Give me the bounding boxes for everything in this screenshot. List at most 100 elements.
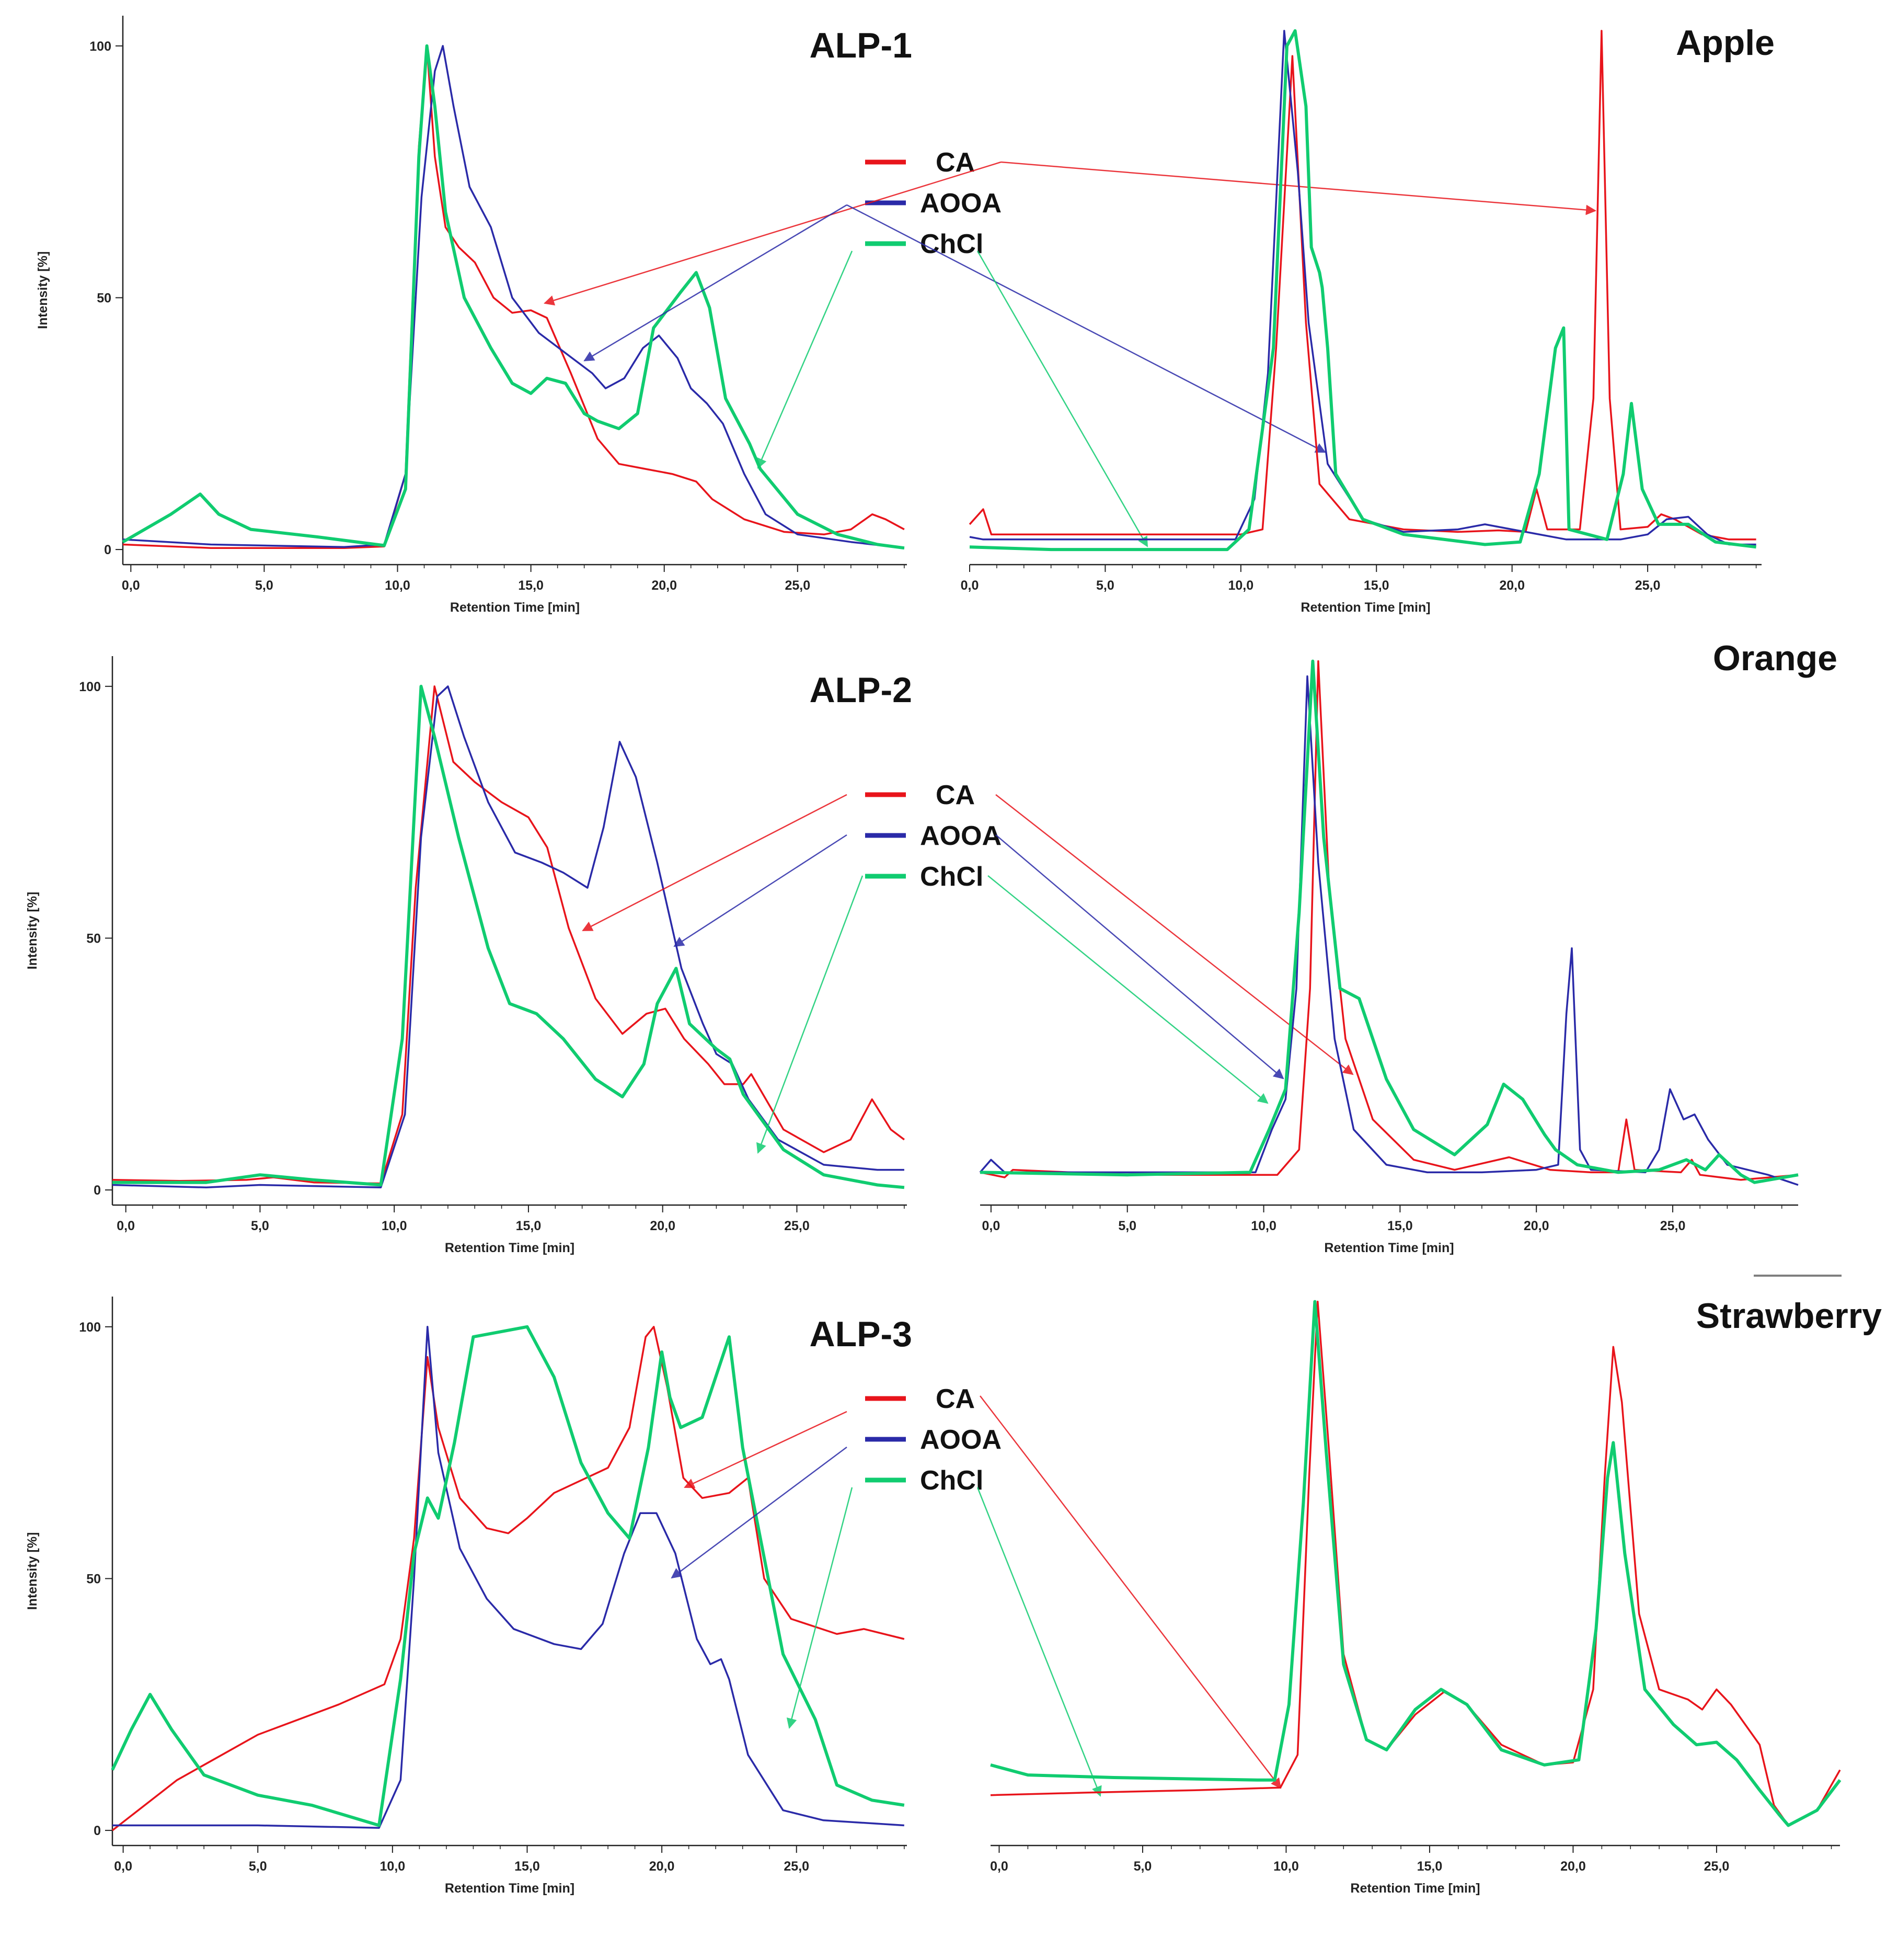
y-axis-title: Intensity [%] xyxy=(25,1532,40,1610)
x-tick-label: 20,0 xyxy=(1499,578,1525,593)
x-tick-label: 20,0 xyxy=(1560,1859,1586,1874)
x-tick-label: 25,0 xyxy=(785,578,810,593)
x-tick-label: 15,0 xyxy=(1387,1219,1413,1233)
x-tick-label: 20,0 xyxy=(1524,1219,1549,1233)
series-chcl-line xyxy=(969,29,1756,552)
x-tick-label: 25,0 xyxy=(1635,578,1661,593)
arrow-chcl xyxy=(987,875,1269,1104)
panel-title: ALP-3 xyxy=(810,1314,912,1354)
series-ca-line xyxy=(990,1300,1841,1827)
arrow-chcl xyxy=(976,250,1148,547)
legend-label-chcl: ChCl xyxy=(920,229,983,259)
x-tick-label: 5,0 xyxy=(249,1859,267,1874)
legend-label-chcl: ChCl xyxy=(920,862,983,892)
series-chcl-line xyxy=(122,44,905,550)
arrow-ca xyxy=(684,1411,847,1488)
series-chcl-line xyxy=(990,1300,1842,1827)
panels: 0,0 5,0 10,0 15,0 20,0 25,0 0 50 100 Retention Ti… xyxy=(25,16,1882,1896)
arrow-ca xyxy=(582,794,847,932)
arrow-chcl xyxy=(756,250,853,469)
x-tick-label: 15,0 xyxy=(514,1859,540,1874)
series-ca-line xyxy=(122,45,905,549)
panel-title: ALP-1 xyxy=(810,26,912,65)
x-tick-label: 0,0 xyxy=(982,1219,1000,1233)
panel-title: ALP-2 xyxy=(810,670,912,710)
x-tick-label: 10,0 xyxy=(1228,578,1253,593)
arrow-ca xyxy=(995,794,1354,1075)
series-aooa-line xyxy=(969,30,1756,546)
x-tick-label: 10,0 xyxy=(1251,1219,1276,1233)
arrow-chcl xyxy=(786,1487,853,1729)
x-tick-label: 20,0 xyxy=(649,1859,675,1874)
x-tick-label: 15,0 xyxy=(1364,578,1389,593)
x-tick-label: 10,0 xyxy=(380,1859,406,1874)
x-tick-label: 20,0 xyxy=(651,578,677,593)
y-tick-label: 50 xyxy=(97,291,111,305)
x-tick-label: 25,0 xyxy=(1660,1219,1686,1233)
x-tick-label: 15,0 xyxy=(518,578,544,593)
arrow-ca xyxy=(544,161,1002,306)
x-tick-label: 5,0 xyxy=(1134,1859,1152,1874)
series-chcl-line xyxy=(980,659,1799,1184)
x-tick-label: 15,0 xyxy=(1417,1859,1443,1874)
panel-title: Orange xyxy=(1713,638,1837,678)
y-tick-label: 50 xyxy=(86,1572,101,1586)
arrow-aooa xyxy=(995,834,1284,1080)
y-tick-label: 50 xyxy=(86,931,101,946)
legend-label-aooa: AOOA xyxy=(920,1425,1002,1455)
legend-label-ca: CA xyxy=(936,1384,975,1414)
x-axis-title: Retention Time [min] xyxy=(1324,1241,1454,1255)
x-tick-label: 0,0 xyxy=(961,578,979,593)
x-axis-title: Retention Time [min] xyxy=(1350,1881,1480,1896)
x-tick-label: 5,0 xyxy=(251,1219,269,1233)
annotation-arrows xyxy=(671,1395,1282,1797)
legend-label-chcl: ChCl xyxy=(920,1465,983,1496)
x-tick-label: 0,0 xyxy=(990,1859,1008,1874)
y-tick-label: 100 xyxy=(79,1320,101,1335)
y-tick-label: 0 xyxy=(94,1824,101,1838)
arrow-chcl xyxy=(976,1487,1102,1797)
arrow-aooa xyxy=(673,834,847,947)
x-axis-title: Retention Time [min] xyxy=(1301,600,1430,615)
legend: CA AOOA ChCl xyxy=(865,780,1002,892)
x-axis-title: Retention Time [min] xyxy=(445,1241,574,1255)
series-aooa-line xyxy=(112,685,904,1189)
y-tick-label: 100 xyxy=(79,680,101,694)
series-aooa-line xyxy=(122,45,905,549)
x-tick-label: 20,0 xyxy=(650,1219,675,1233)
x-tick-label: 10,0 xyxy=(382,1219,407,1233)
y-axis-title: Intensity [%] xyxy=(36,251,50,329)
x-tick-label: 15,0 xyxy=(516,1219,542,1233)
x-tick-label: 5,0 xyxy=(1118,1219,1136,1233)
series-aooa-line xyxy=(112,1326,904,1829)
series-ca-line xyxy=(111,1326,905,1831)
series-chcl-line xyxy=(112,684,905,1189)
x-tick-label: 25,0 xyxy=(784,1219,810,1233)
arrow-chcl xyxy=(756,875,864,1154)
x-axis-title: Retention Time [min] xyxy=(450,600,580,615)
panel-orange: 0,0 5,0 10,0 15,0 20,0 25,0 Retention Time [mi… xyxy=(979,638,1837,1255)
panel-strawberry: 0,0 5,0 10,0 15,0 20,0 25,0 Retention Time [mi… xyxy=(990,1296,1882,1896)
panel-title: Apple xyxy=(1676,23,1775,63)
x-tick-label: 5,0 xyxy=(1096,578,1114,593)
arrow-aooa xyxy=(671,1446,847,1579)
panel-alp-1: 0,0 5,0 10,0 15,0 20,0 25,0 0 50 100 Retention Ti… xyxy=(36,16,1596,615)
series-ca-line xyxy=(969,30,1756,541)
y-axis-title: Intensity [%] xyxy=(25,892,40,970)
arrow-aooa xyxy=(583,204,847,362)
series-aooa-line xyxy=(979,675,1799,1186)
x-tick-label: 10,0 xyxy=(1273,1859,1299,1874)
legend-label-ca: CA xyxy=(936,780,975,810)
x-tick-label: 0,0 xyxy=(114,1859,132,1874)
panel-alp-2: 0,0 5,0 10,0 15,0 20,0 25,0 0 50 100 Retention Ti… xyxy=(25,656,1354,1255)
legend-label-ca: CA xyxy=(936,147,975,178)
x-tick-label: 0,0 xyxy=(122,578,140,593)
series-ca-line xyxy=(112,685,905,1185)
x-tick-label: 0,0 xyxy=(117,1219,135,1233)
arrow-ca xyxy=(980,1395,1282,1789)
x-tick-label: 25,0 xyxy=(1704,1859,1730,1874)
panel-title: Strawberry xyxy=(1696,1296,1882,1336)
panel-apple: 0,0 5,0 10,0 15,0 20,0 25,0 Retention Time [mi… xyxy=(961,23,1775,615)
arrow-aooa xyxy=(846,204,1326,453)
